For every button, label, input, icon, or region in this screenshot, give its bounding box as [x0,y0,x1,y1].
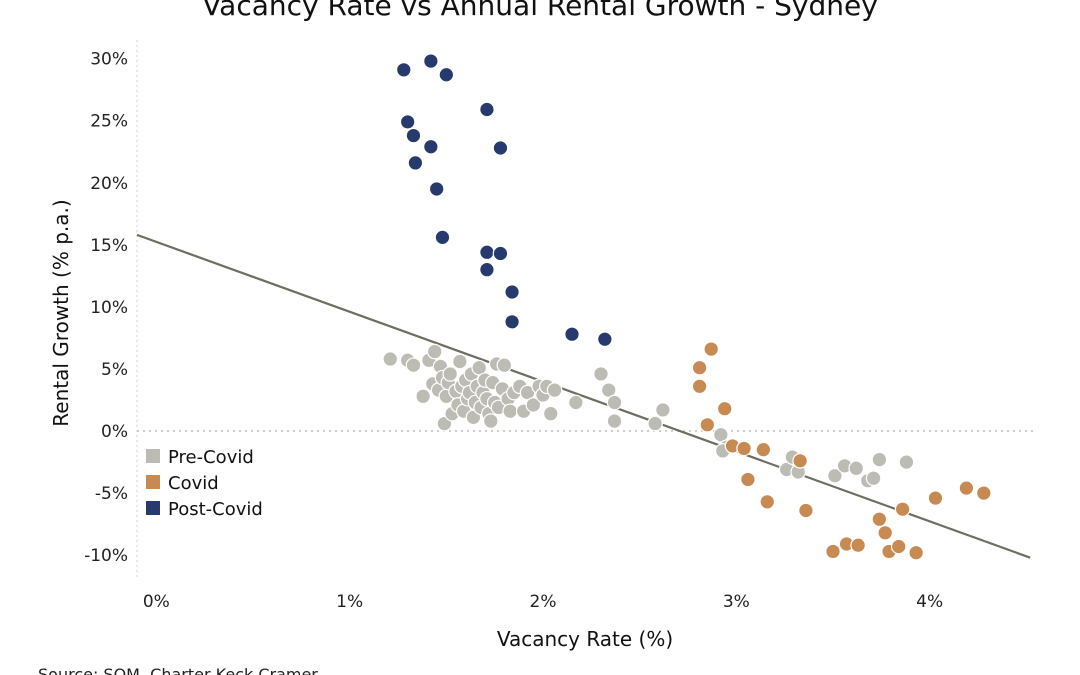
data-point [647,415,663,432]
y-tick-label: 25% [90,112,128,132]
data-point [755,441,772,458]
data-point [877,525,893,541]
y-axis-label: Rental Growth (% p.a.) [49,199,73,426]
data-point [399,114,416,130]
data-point [825,543,841,560]
series-post-covid [395,53,613,347]
data-point [699,417,716,433]
legend-swatch [146,449,160,463]
y-tick-label: -10% [84,546,128,566]
x-tick-label: 2% [530,592,557,612]
y-tick-label: 20% [90,174,128,194]
x-tick-label: 4% [916,592,943,612]
data-point [716,400,733,417]
legend-label: Pre-Covid [168,447,254,468]
source-note: Source: SQM, Charter Keck Cramer [38,665,318,675]
data-point [442,366,458,382]
y-tick-label: 10% [90,298,128,318]
data-point [542,405,559,422]
data-point [597,331,613,347]
x-tick-labels: 0% 1% 2% 3% 4% [143,592,943,612]
data-point [927,490,944,506]
data-point [908,544,924,561]
data-point [691,378,708,395]
axis-lines [136,40,1036,580]
data-point [740,471,756,488]
legend-label: Post-Covid [168,499,263,520]
data-point [890,538,907,555]
data-point [850,537,866,554]
data-point [792,453,808,469]
data-point [415,388,431,405]
data-point [479,261,495,278]
data-point [894,501,911,518]
data-point [395,61,412,78]
data-point [606,394,623,411]
data-point [827,467,843,484]
x-axis-label: Vacancy Rate (%) [497,627,673,651]
trendline-group [136,233,1031,559]
data-point [848,460,864,477]
y-tick-label: 30% [90,50,128,70]
y-tick-labels: 30% 25% 20% 15% 10% 5% 0% -5% -10% [84,50,128,567]
data-point [423,53,439,69]
y-tick-label: 0% [101,422,128,442]
data-point [898,454,915,470]
data-point [434,229,451,246]
data-point [452,353,468,370]
data-point [426,343,443,360]
data-point [568,394,584,411]
data-point [865,470,882,487]
data-point [504,284,520,300]
trendline [136,233,1031,559]
data-point [407,155,424,171]
data-points [382,53,992,561]
data-point [958,480,975,496]
data-point [606,413,623,429]
data-point [546,382,563,398]
data-point [525,397,542,413]
data-point [502,403,518,419]
data-point [655,402,671,418]
data-point [482,413,499,429]
x-tick-label: 1% [336,592,363,612]
data-point [405,127,422,144]
series-pre-covid [382,343,915,489]
data-point [703,341,719,357]
legend-swatch [146,501,160,515]
data-point [871,511,888,527]
data-point [736,440,752,457]
data-point [382,351,399,367]
data-point [798,502,814,519]
series-covid [691,341,992,561]
data-point [479,101,495,118]
data-point [496,357,513,374]
data-point [479,244,495,261]
data-point [423,138,439,155]
data-point [871,451,888,468]
data-point [492,245,509,262]
data-point [492,140,509,156]
y-tick-label: 5% [101,360,128,380]
data-point [593,366,609,382]
chart-title: Vacancy Rate vs Annual Rental Growth - S… [202,0,878,22]
data-point [405,357,422,374]
legend-label: Covid [168,473,219,494]
data-point [759,493,776,510]
legend: Pre-Covid Covid Post-Covid [146,447,263,520]
data-point [975,485,992,501]
data-point [428,181,445,197]
x-tick-label: 3% [723,592,750,612]
data-point [564,326,580,343]
legend-swatch [146,475,160,489]
data-point [438,66,455,83]
data-point [691,359,708,376]
y-tick-label: 15% [90,236,128,256]
x-tick-label: 0% [143,592,170,612]
y-tick-label: -5% [95,484,128,504]
data-point [504,313,520,330]
